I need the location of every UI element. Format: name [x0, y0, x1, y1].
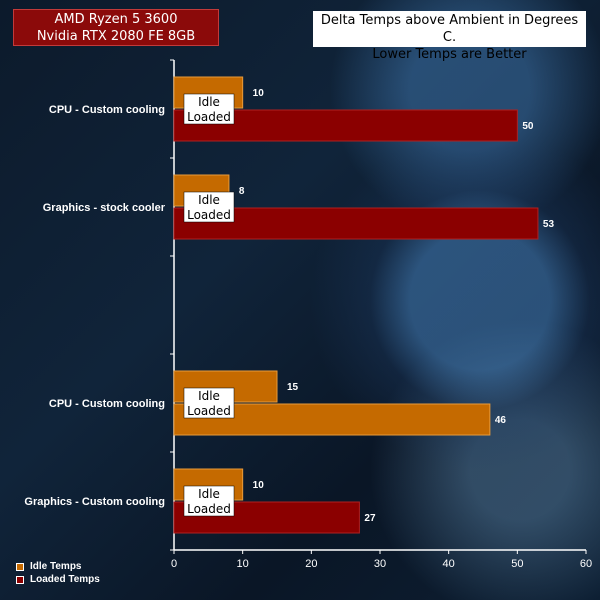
data-label-idle: 15 [287, 382, 299, 393]
inline-label-idle: Idle [198, 95, 220, 109]
inline-label-idle: Idle [198, 389, 220, 403]
legend-label-idle: Idle Temps [30, 561, 82, 572]
category-label: Graphics - stock cooler [43, 202, 166, 214]
x-tick-label: 30 [374, 558, 386, 570]
inline-label-box [183, 387, 235, 419]
bar-loaded [173, 207, 539, 240]
chart-subtitle: Lower Temps are Better [372, 47, 527, 62]
category-label: CPU - Custom cooling [49, 104, 165, 116]
inline-label-box [183, 93, 235, 125]
x-tick-label: 60 [580, 558, 592, 570]
x-tick-label: 10 [237, 558, 249, 570]
x-tick-label: 0 [171, 558, 177, 570]
data-label-loaded: 53 [543, 219, 555, 230]
data-label-idle: 10 [253, 480, 265, 491]
inline-label-box [183, 485, 235, 517]
x-tick-label: 50 [511, 558, 523, 570]
category-label: Graphics - Custom cooling [24, 496, 165, 508]
chart-title-box: Delta Temps above Ambient in Degrees C. … [313, 11, 586, 62]
x-tick-label: 20 [305, 558, 317, 570]
data-label-loaded: 27 [364, 513, 376, 524]
data-label-idle: 8 [239, 186, 245, 197]
system-spec-box: AMD Ryzen 5 3600 Nvidia RTX 2080 FE 8GB [13, 9, 219, 46]
inline-label-loaded: Loaded [187, 110, 231, 124]
system-spec-cpu: AMD Ryzen 5 3600 [54, 12, 178, 27]
category-label: CPU - Custom cooling [49, 398, 165, 410]
inline-label-loaded: Loaded [187, 502, 231, 516]
x-tick-label: 40 [443, 558, 455, 570]
system-spec-gpu: Nvidia RTX 2080 FE 8GB [36, 29, 196, 44]
legend-label-loaded: Loaded Temps [30, 574, 100, 585]
legend-item-idle: Idle Temps [16, 560, 100, 573]
legend-swatch-idle [16, 562, 24, 571]
inline-label-idle: Idle [198, 193, 220, 207]
inline-label-box [183, 191, 235, 223]
legend-item-loaded: Loaded Temps [16, 573, 100, 586]
data-label-loaded: 46 [495, 415, 507, 426]
legend-swatch-loaded [16, 575, 24, 584]
inline-label-loaded: Loaded [187, 208, 231, 222]
data-label-idle: 10 [253, 88, 265, 99]
inline-label-loaded: Loaded [187, 404, 231, 418]
data-label-loaded: 50 [522, 121, 534, 132]
legend: Idle Temps Loaded Temps [16, 560, 100, 586]
inline-label-idle: Idle [198, 487, 220, 501]
chart-title: Delta Temps above Ambient in Degrees C. [320, 13, 579, 45]
